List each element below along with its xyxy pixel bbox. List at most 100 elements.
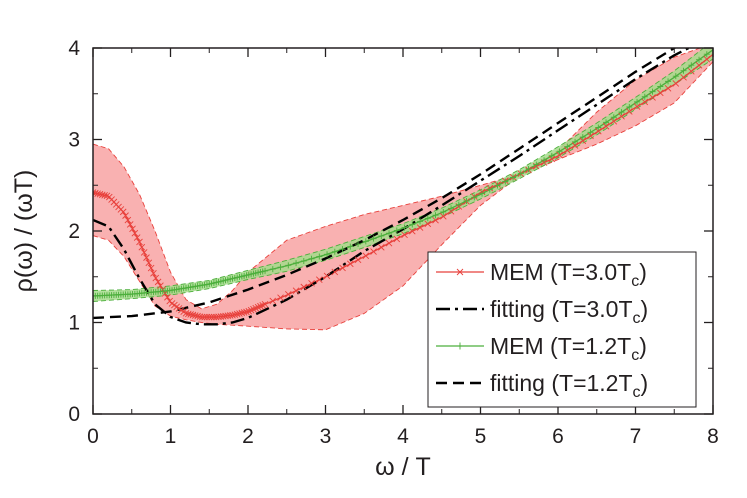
series-marker-2 bbox=[486, 186, 493, 193]
series-marker-0 bbox=[284, 290, 292, 298]
series-marker-2 bbox=[657, 83, 664, 90]
series-marker-0 bbox=[245, 307, 253, 315]
series-marker-2 bbox=[355, 241, 362, 248]
band-lower-edge-0 bbox=[93, 61, 713, 331]
series-marker-2 bbox=[455, 201, 462, 208]
series-marker-2 bbox=[300, 257, 307, 264]
series-marker-0 bbox=[680, 74, 687, 81]
series-marker-2 bbox=[665, 78, 672, 85]
x-tick-label: 5 bbox=[475, 425, 487, 448]
series-marker-0 bbox=[563, 146, 571, 154]
x-tick-label: 0 bbox=[87, 425, 99, 448]
series-marker-2 bbox=[502, 178, 509, 185]
legend-box bbox=[427, 251, 697, 408]
series-marker-2 bbox=[533, 161, 540, 168]
legend-label-0: MEM (T=3.0Tc) bbox=[490, 259, 647, 290]
x-tick-label: 8 bbox=[707, 425, 719, 448]
x-tick-label: 4 bbox=[397, 425, 409, 448]
series-marker-2 bbox=[587, 129, 594, 136]
x-tick-label: 2 bbox=[242, 425, 254, 448]
y-tick-label: 0 bbox=[68, 403, 80, 426]
series-marker-2 bbox=[339, 246, 346, 253]
series-marker-0 bbox=[198, 313, 206, 321]
band-upper-edge-0 bbox=[93, 48, 702, 310]
y-axis-title: ρ(ω) / (ωT) bbox=[10, 170, 38, 293]
series-marker-0 bbox=[269, 297, 277, 305]
series-marker-2 bbox=[285, 262, 292, 269]
series-marker-0 bbox=[157, 282, 164, 290]
y-tick-label: 2 bbox=[68, 220, 80, 243]
series-marker-0 bbox=[124, 216, 132, 224]
series-marker-2 bbox=[331, 248, 338, 255]
series-marker-0 bbox=[656, 89, 664, 97]
series-marker-0 bbox=[131, 229, 139, 237]
y-tick-label: 3 bbox=[68, 129, 80, 152]
series-marker-0 bbox=[687, 67, 695, 75]
error-bands bbox=[93, 48, 713, 331]
x-tick-label: 1 bbox=[165, 425, 177, 448]
series-marker-0 bbox=[203, 313, 211, 321]
y-tick-label: 1 bbox=[68, 312, 80, 335]
series-marker-2 bbox=[386, 230, 393, 237]
legend-marker-0 bbox=[456, 268, 464, 276]
series-marker-2 bbox=[494, 182, 501, 189]
series-marker-0 bbox=[147, 264, 155, 272]
series-marker-2 bbox=[634, 98, 641, 105]
legend: MEM (T=3.0Tc) fitting (T=3.0Tc) MEM (T=1.2… bbox=[427, 251, 697, 408]
series-marker-0 bbox=[154, 278, 162, 286]
series-marker-0 bbox=[205, 313, 213, 321]
series-marker-0 bbox=[579, 137, 587, 145]
series-marker-0 bbox=[339, 264, 346, 272]
series-marker-0 bbox=[618, 113, 625, 120]
legend-marker-2 bbox=[456, 342, 464, 350]
series-marker-2 bbox=[440, 208, 447, 215]
series-marker-0 bbox=[300, 283, 308, 291]
series-marker-0 bbox=[556, 151, 563, 159]
series-marker-2 bbox=[401, 224, 408, 231]
series-marker-0 bbox=[664, 84, 672, 92]
series-marker-0 bbox=[152, 274, 160, 282]
series-marker-2 bbox=[370, 235, 377, 242]
series-marker-2 bbox=[618, 109, 625, 116]
legend-label-1: fitting (T=3.0Tc) bbox=[490, 296, 648, 327]
series-marker-0 bbox=[243, 308, 250, 316]
series-marker-0 bbox=[610, 117, 618, 125]
series-marker-0 bbox=[362, 252, 370, 260]
series-marker-0 bbox=[257, 302, 264, 310]
series-marker-2 bbox=[595, 124, 602, 131]
x-tick-label: 7 bbox=[630, 425, 642, 448]
series-marker-0 bbox=[331, 268, 339, 276]
series-marker-0 bbox=[587, 132, 594, 140]
series-marker-0 bbox=[602, 122, 610, 130]
series-marker-0 bbox=[252, 304, 260, 312]
series-marker-2 bbox=[308, 255, 315, 262]
series-marker-2 bbox=[347, 243, 354, 250]
series-marker-2 bbox=[479, 190, 486, 197]
series-marker-0 bbox=[308, 280, 315, 287]
series-marker-2 bbox=[548, 152, 555, 159]
series-marker-2 bbox=[324, 251, 331, 258]
series-marker-0 bbox=[346, 260, 354, 268]
series-marker-0 bbox=[672, 80, 680, 87]
series-marker-0 bbox=[695, 61, 703, 69]
series-marker-2 bbox=[688, 62, 695, 69]
series-marker-0 bbox=[143, 254, 150, 261]
series-marker-2 bbox=[626, 103, 633, 110]
band-upper-edge-2 bbox=[93, 48, 705, 291]
series-marker-2 bbox=[432, 212, 439, 219]
series-marker-0 bbox=[447, 208, 455, 215]
series-marker-2 bbox=[641, 93, 648, 100]
series-marker-0 bbox=[594, 127, 602, 135]
series-marker-2 bbox=[672, 73, 679, 80]
series-marker-2 bbox=[703, 51, 710, 58]
series-marker-0 bbox=[641, 98, 649, 106]
series-marker-2 bbox=[572, 138, 579, 145]
series-marker-2 bbox=[417, 218, 424, 225]
series-marker-2 bbox=[424, 215, 431, 222]
series-marker-0 bbox=[254, 303, 262, 311]
series-marker-0 bbox=[633, 103, 641, 110]
x-tick-label: 6 bbox=[552, 425, 564, 448]
series-marker-0 bbox=[122, 212, 129, 219]
series-marker-0 bbox=[201, 313, 208, 321]
series-marker-0 bbox=[424, 220, 432, 228]
